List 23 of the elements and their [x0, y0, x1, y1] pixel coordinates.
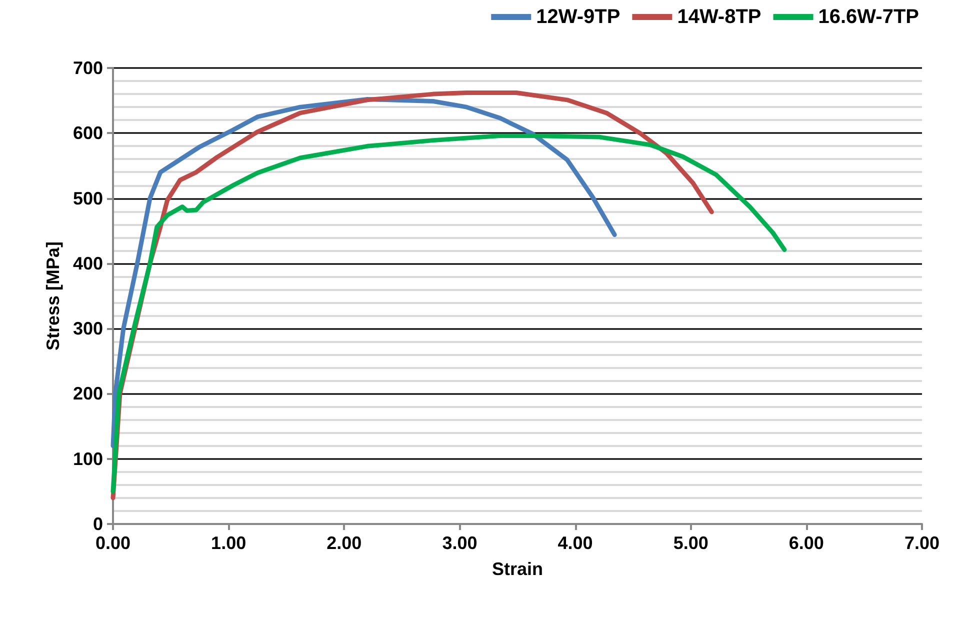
y-tick-label: 200: [72, 384, 103, 404]
line-series: [110, 134, 787, 494]
x-axis-title: Strain: [492, 559, 544, 579]
y-tick-label: 500: [72, 188, 103, 208]
y-axis-title: Stress [MPa]: [43, 241, 64, 351]
line-series: [110, 97, 617, 448]
y-tick-label: 100: [72, 448, 103, 469]
y-tick-label: 0: [92, 514, 103, 534]
x-tick-label: 3.00: [442, 533, 478, 553]
x-tick-label: 0.00: [95, 533, 131, 553]
x-tick-label: 1.00: [211, 533, 246, 553]
x-tick-label: 7.00: [904, 533, 940, 553]
x-tick-label: 4.00: [558, 533, 593, 553]
x-tick-label: 2.00: [326, 533, 362, 553]
x-tick-label: 5.00: [673, 533, 708, 553]
y-tick-label: 300: [72, 318, 103, 339]
y-tick-label: 600: [72, 123, 103, 144]
y-tick-label: 700: [72, 58, 103, 78]
legend-label: 12W-9TP: [536, 6, 620, 28]
legend-label: 14W-8TP: [677, 6, 762, 28]
y-tick-label: 400: [72, 253, 103, 274]
x-tick-label: 6.00: [788, 533, 824, 553]
legend-label: 16.6W-7TP: [818, 6, 920, 28]
